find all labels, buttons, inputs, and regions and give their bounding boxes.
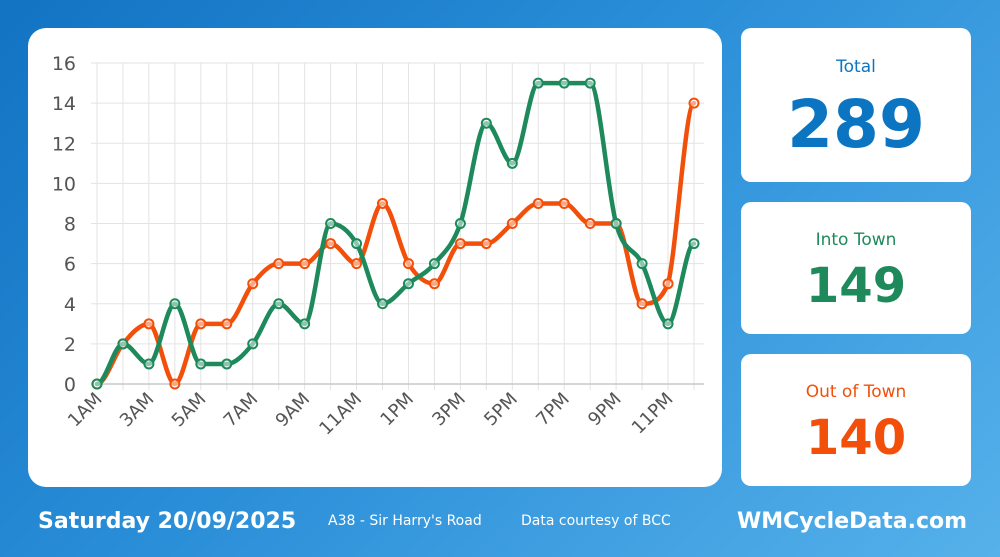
total-label: Total: [836, 57, 876, 77]
x-tick-label: 11PM: [628, 389, 678, 439]
series-1-point: [662, 278, 674, 290]
footer-date: Saturday 20/09/2025: [38, 509, 297, 534]
series-2-point: [480, 117, 492, 129]
series-1-point: [143, 318, 155, 330]
series-2-point: [636, 258, 648, 270]
y-tick-label: 16: [52, 53, 76, 75]
y-tick-label: 12: [52, 133, 76, 155]
x-tick-label: 1PM: [376, 389, 418, 431]
x-tick-label: 3AM: [116, 389, 159, 432]
series-2-point: [558, 77, 570, 89]
series-2-point: [351, 238, 363, 250]
series-1-point: [506, 218, 518, 229]
x-tick-label: 7AM: [220, 389, 263, 432]
x-tick-label: 3PM: [428, 389, 470, 431]
series-1-point: [195, 318, 207, 330]
series-2-point: [91, 378, 103, 390]
y-tick-label: 4: [64, 294, 76, 316]
series-2-point: [195, 358, 207, 370]
y-tick-label: 6: [64, 254, 76, 276]
series-2-point: [506, 157, 518, 169]
series-1-point: [325, 238, 337, 250]
x-tick-label: 9PM: [584, 389, 626, 431]
series-1-point: [299, 258, 311, 270]
series-1-point: [351, 258, 363, 270]
y-tick-label: 10: [52, 173, 76, 195]
into-town-value: 149: [805, 258, 907, 314]
x-tick-label: 5PM: [480, 389, 522, 431]
x-tick-label: 9AM: [272, 389, 315, 432]
series-1-point: [221, 318, 233, 330]
series-2-point: [428, 258, 440, 270]
series-1-point: [402, 258, 414, 270]
series-2-point: [454, 218, 466, 229]
into-town-card: Into Town 149: [741, 202, 971, 334]
footer-credit: Data courtesy of BCC: [521, 513, 671, 529]
series-1-point: [584, 218, 596, 229]
series-2-point: [221, 358, 233, 370]
series-2-point: [299, 318, 311, 330]
series-2-point: [325, 218, 337, 229]
x-tick-label: 11AM: [315, 389, 366, 440]
series-2-point: [402, 278, 414, 290]
x-tick-label: 5AM: [168, 389, 211, 432]
series-2-point: [532, 77, 544, 89]
series-2-point: [688, 238, 700, 250]
series-1-point: [169, 378, 181, 390]
y-tick-label: 0: [64, 374, 76, 396]
series-1-point: [532, 197, 544, 209]
series-2-point: [610, 218, 622, 229]
y-tick-label: 2: [64, 334, 76, 356]
series-1-point: [454, 238, 466, 250]
series-1-point: [558, 197, 570, 209]
series-2-point: [247, 338, 259, 350]
series-1-point: [480, 238, 492, 250]
series-2-point: [143, 358, 155, 370]
series-1-point: [377, 197, 389, 209]
series-2-point: [169, 298, 181, 310]
into-town-label: Into Town: [815, 230, 897, 250]
out-of-town-card: Out of Town 140: [741, 354, 971, 486]
series-1-point: [688, 97, 700, 109]
total-value: 289: [787, 86, 925, 163]
series-2-point: [117, 338, 129, 350]
series-1-point: [247, 278, 259, 290]
total-card: Total 289: [741, 28, 971, 182]
out-of-town-label: Out of Town: [805, 382, 907, 402]
series-2-point: [377, 298, 389, 310]
series-2-point: [584, 77, 596, 89]
x-tick-label: 7PM: [532, 389, 574, 431]
series-1-point: [428, 278, 440, 290]
chart-card: 0 2 4 6 8 10 12 14 16 1AM 3AM 5AM 7AM 9AM 11AM 1PM 3PM 5P…: [28, 28, 722, 487]
footer-location: A38 - Sir Harry's Road: [328, 513, 482, 529]
out-of-town-value: 140: [805, 410, 907, 466]
y-tick-label: 14: [52, 93, 76, 115]
series-2-point: [273, 298, 285, 310]
series-1-point: [273, 258, 285, 270]
y-tick-label: 8: [64, 214, 76, 236]
series-2-point: [662, 318, 674, 330]
footer-site[interactable]: WMCycleData.com: [737, 509, 968, 534]
series-1-point: [636, 298, 648, 310]
